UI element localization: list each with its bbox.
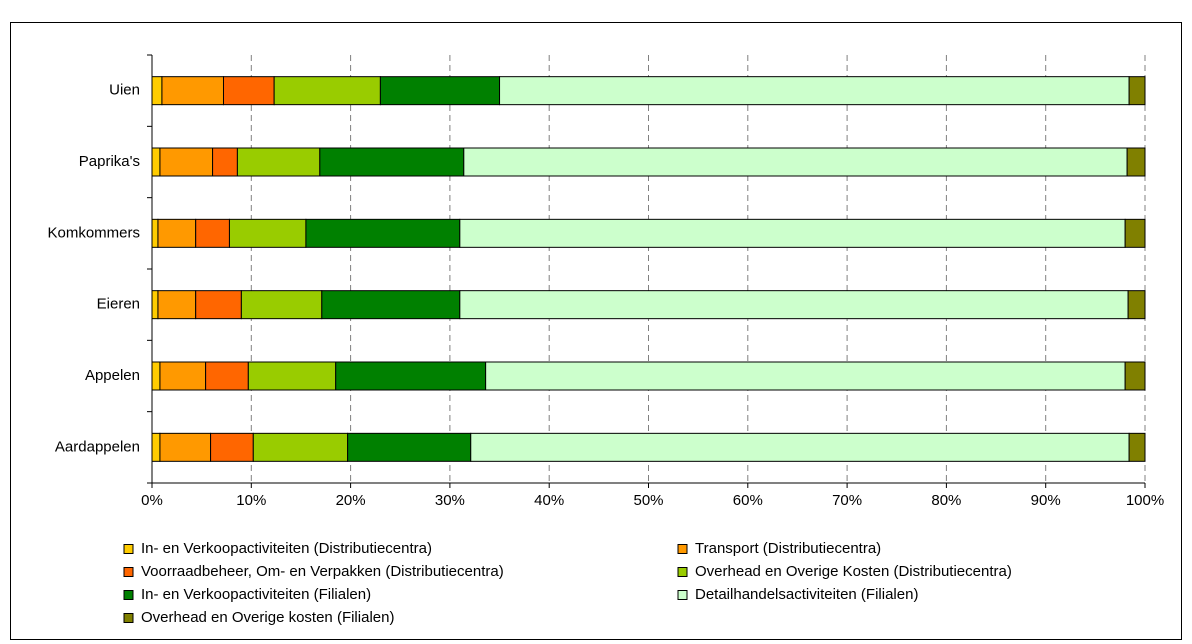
legend-marker (123, 590, 134, 600)
bar-segment (228, 218, 307, 248)
legend-marker (123, 613, 134, 623)
bar-segment (151, 290, 159, 320)
legend-label: In- en Verkoopactiviteiten (Filialen) (141, 586, 371, 603)
bar-segment (305, 218, 461, 248)
x-tick-label: 100% (1126, 492, 1164, 509)
x-tick-label: 90% (1031, 492, 1061, 509)
x-tick-label: 70% (832, 492, 862, 509)
y-tick-label: Komkommers (47, 224, 140, 241)
legend-marker (677, 567, 688, 577)
bar-segment (210, 432, 254, 462)
bar-segment (1126, 147, 1146, 177)
bar-segment (1128, 432, 1146, 462)
bar-segment (195, 290, 242, 320)
x-tick-label: 60% (733, 492, 763, 509)
legend-marker (123, 544, 134, 554)
bar-segment (205, 361, 249, 391)
bar-segment (151, 361, 161, 391)
x-tick-label: 20% (336, 492, 366, 509)
legend-label: Overhead en Overige Kosten (Distributiec… (695, 563, 1012, 580)
bar-segment (212, 147, 238, 177)
y-tick-label: Aardappelen (55, 438, 140, 455)
bar-segment (159, 432, 212, 462)
legend-label: Overhead en Overige kosten (Filialen) (141, 609, 394, 626)
bar-segment (379, 76, 501, 106)
bar-segment (151, 218, 159, 248)
bar-segment (459, 218, 1126, 248)
chart-frame (10, 22, 1182, 640)
legend-marker (677, 590, 688, 600)
bar-segment (151, 147, 161, 177)
bar-segment (161, 76, 224, 106)
x-tick-label: 10% (236, 492, 266, 509)
bar-segment (347, 432, 472, 462)
legend-label: In- en Verkoopactiviteiten (Distributiec… (141, 540, 432, 557)
bar-segment (463, 147, 1128, 177)
bar-segment (485, 361, 1126, 391)
bar-segment (236, 147, 321, 177)
bar-segment (195, 218, 230, 248)
y-tick-label: Uien (109, 82, 140, 99)
bar-segment (247, 361, 337, 391)
y-tick-label: Paprika's (79, 153, 140, 170)
bar-segment (335, 361, 487, 391)
x-tick-label: 40% (534, 492, 564, 509)
bar-segment (319, 147, 465, 177)
x-tick-label: 80% (931, 492, 961, 509)
x-tick-label: 30% (435, 492, 465, 509)
legend-marker (123, 567, 134, 577)
bar-segment (499, 76, 1130, 106)
bar-segment (459, 290, 1129, 320)
bar-segment (1124, 361, 1146, 391)
bar-segment (321, 290, 461, 320)
bar-segment (222, 76, 275, 106)
bar-segment (1127, 290, 1146, 320)
bar-segment (159, 147, 214, 177)
legend-label: Voorraadbeheer, Om- en Verpakken (Distri… (141, 563, 504, 580)
bar-segment (157, 290, 197, 320)
legend-label: Detailhandelsactiviteiten (Filialen) (695, 586, 918, 603)
bar-segment (157, 218, 197, 248)
bar-segment (240, 290, 323, 320)
bar-segment (159, 361, 207, 391)
y-tick-label: Appelen (85, 367, 140, 384)
bar-segment (252, 432, 349, 462)
bar-segment (151, 76, 163, 106)
bar-segment (273, 76, 381, 106)
x-tick-label: 50% (633, 492, 663, 509)
bar-segment (151, 432, 161, 462)
legend-marker (677, 544, 688, 554)
bar-segment (470, 432, 1130, 462)
bar-segment (1128, 76, 1146, 106)
y-tick-label: Eieren (97, 296, 140, 313)
bar-segment (1124, 218, 1146, 248)
x-tick-label: 0% (141, 492, 163, 509)
legend-label: Transport (Distributiecentra) (695, 540, 881, 557)
